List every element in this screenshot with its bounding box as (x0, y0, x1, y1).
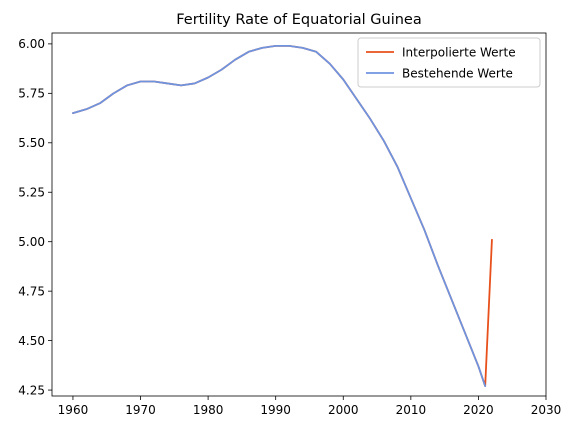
y-tick-label: 5.75 (18, 87, 45, 101)
y-tick-label: 4.75 (18, 284, 45, 298)
series-line-1 (72, 44, 487, 388)
legend: Interpolierte Werte Bestehende Werte (357, 37, 541, 88)
plot-lines (72, 44, 493, 388)
legend-box (357, 37, 541, 88)
y-tick-label: 6.00 (18, 37, 45, 51)
chart-title: Fertility Rate of Equatorial Guinea (176, 12, 421, 28)
x-axis: 1960 1970 1980 1990 2000 2010 2020 2030 (58, 396, 562, 417)
x-tick-label: 1960 (58, 403, 89, 417)
plot-frame (51, 32, 547, 397)
x-tick-label: 1980 (193, 403, 224, 417)
y-tick-label: 5.00 (18, 235, 45, 249)
y-axis: 4.25 4.50 4.75 5.00 5.25 5.50 5.75 6.00 (18, 37, 52, 397)
x-tick-label: 2020 (463, 403, 494, 417)
x-tick-label: 2010 (396, 403, 427, 417)
legend-label-existing: Bestehende Werte (402, 67, 513, 81)
series-line-0 (72, 44, 493, 388)
legend-label-interpolated: Interpolierte Werte (402, 46, 516, 60)
x-tick-label: 2030 (531, 403, 562, 417)
x-tick-label: 1970 (125, 403, 156, 417)
y-tick-label: 5.50 (18, 136, 45, 150)
y-tick-label: 5.25 (18, 185, 45, 199)
x-tick-label: 2000 (328, 403, 359, 417)
y-tick-label: 4.25 (18, 383, 45, 397)
y-tick-label: 4.50 (18, 334, 45, 348)
x-tick-label: 1990 (260, 403, 291, 417)
